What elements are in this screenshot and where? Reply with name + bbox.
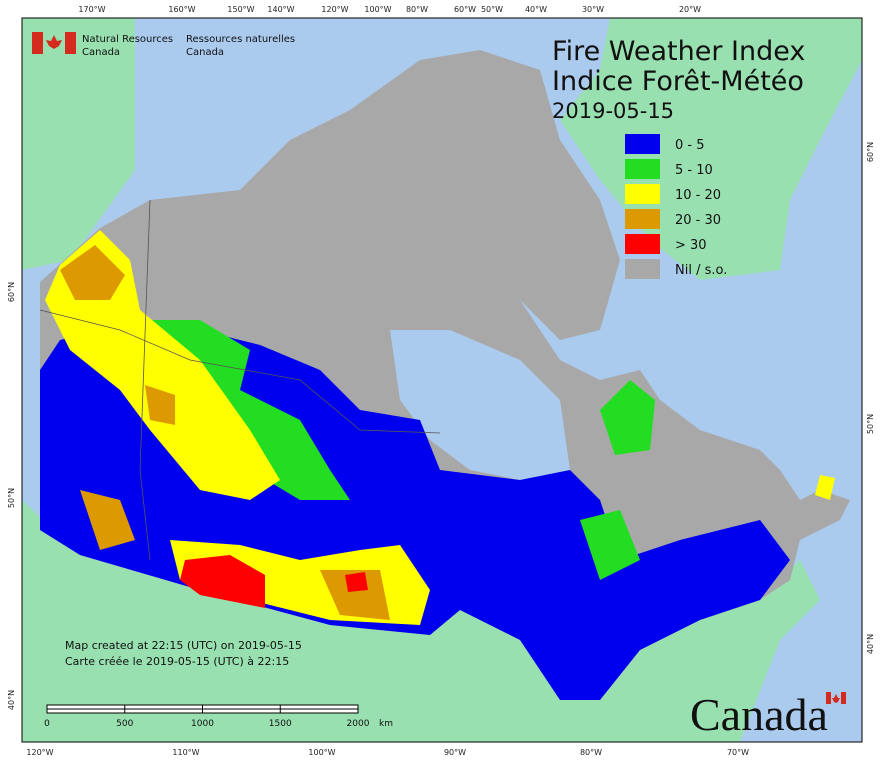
- date: 2019-05-15: [552, 99, 674, 123]
- lon-label: 60°W: [454, 5, 476, 14]
- lon-label: 150°W: [227, 5, 254, 14]
- legend-swatch: [625, 259, 660, 279]
- org-fr: Ressources naturelles: [186, 34, 295, 45]
- note: Map created at 22:15 (UTC) on 2019-05-15: [65, 639, 302, 652]
- lon-label: 70°W: [727, 748, 749, 757]
- fwi-5-10-quebec: [580, 510, 640, 580]
- boundary: [139, 199, 151, 561]
- wordmark: Canada: [690, 689, 828, 740]
- note: Carte créée le 2019-05-15 (UTC) à 22:15: [65, 655, 289, 668]
- legend-swatch: [625, 184, 660, 204]
- lon-label: 100°W: [364, 5, 391, 14]
- fwi-over-30: [180, 555, 265, 608]
- legend-swatch: [625, 234, 660, 254]
- scale-label: 500: [116, 719, 133, 729]
- usa: [22, 500, 820, 742]
- legend-swatch: [625, 134, 660, 154]
- legend-label: 5 - 10: [675, 163, 713, 178]
- legend-label: 20 - 30: [675, 213, 721, 228]
- legend-swatch: [625, 159, 660, 179]
- frame: [21, 17, 863, 743]
- lon-label: 30°W: [582, 5, 604, 14]
- lon-label: 170°W: [78, 5, 105, 14]
- lon-label: 90°W: [444, 748, 466, 757]
- lat-label: 40°N: [7, 690, 16, 710]
- lon-label: 80°W: [580, 748, 602, 757]
- flag: [32, 32, 76, 54]
- lon-label: 80°W: [406, 5, 428, 14]
- fwi-20-30-ab: [145, 385, 175, 425]
- scale-label: 2000: [347, 719, 370, 729]
- title: Fire Weather Index: [552, 36, 805, 67]
- lon-label: 160°W: [168, 5, 195, 14]
- legend-label: 10 - 20: [675, 188, 721, 203]
- lon-label: 120°W: [26, 748, 53, 757]
- scale-label: 0: [44, 719, 50, 729]
- lat-label: 60°N: [866, 142, 875, 162]
- fwi-20-30-bc: [80, 490, 135, 550]
- scale-label: 1500: [269, 719, 292, 729]
- lat-label: 50°N: [866, 414, 875, 434]
- lon-label: 140°W: [267, 5, 294, 14]
- arctic-islands: [240, 50, 620, 340]
- legend-label: > 30: [675, 238, 707, 253]
- lon-label: 40°W: [525, 5, 547, 14]
- scale-unit: km: [379, 719, 393, 729]
- lon-label: 120°W: [321, 5, 348, 14]
- lon-label: 20°W: [679, 5, 701, 14]
- org-fr: Canada: [186, 47, 224, 58]
- legend-label: 0 - 5: [675, 138, 705, 153]
- lon-label: 50°W: [481, 5, 503, 14]
- title-fr: Indice Forêt-Météo: [552, 66, 804, 97]
- legend-label: Nil / s.o.: [675, 263, 727, 278]
- legend-swatch: [625, 209, 660, 229]
- fwi-10-20-nl: [815, 475, 835, 500]
- lon-label: 100°W: [308, 748, 335, 757]
- scale-label: 1000: [191, 719, 214, 729]
- org-en: Natural Resources: [82, 34, 173, 45]
- lat-label: 60°N: [7, 282, 16, 302]
- fwi-20-30-mb: [320, 570, 390, 620]
- boundary: [39, 309, 441, 434]
- lon-label: 110°W: [172, 748, 199, 757]
- lat-label: 40°N: [866, 634, 875, 654]
- fwi-5-10-north: [600, 380, 655, 455]
- graticule-labels: 170°W 160°W 150°W 140°W 120°W 100°W 80°W 60°W 50…: [7, 5, 875, 757]
- wordmark-flag: [826, 692, 846, 704]
- alaska: [22, 18, 135, 270]
- lat-label: 50°N: [7, 488, 16, 508]
- fwi-over-30-mb: [345, 572, 368, 592]
- legend: 0 - 5 5 - 10 10 - 20 20 - 30 > 30 Nil / s.o.: [625, 134, 727, 279]
- org-en: Canada: [82, 47, 120, 58]
- hudson-bay: [390, 330, 570, 480]
- scale-bar: 0 500 1000 1500 2000 km: [44, 704, 393, 729]
- fwi-20-30: [60, 245, 125, 300]
